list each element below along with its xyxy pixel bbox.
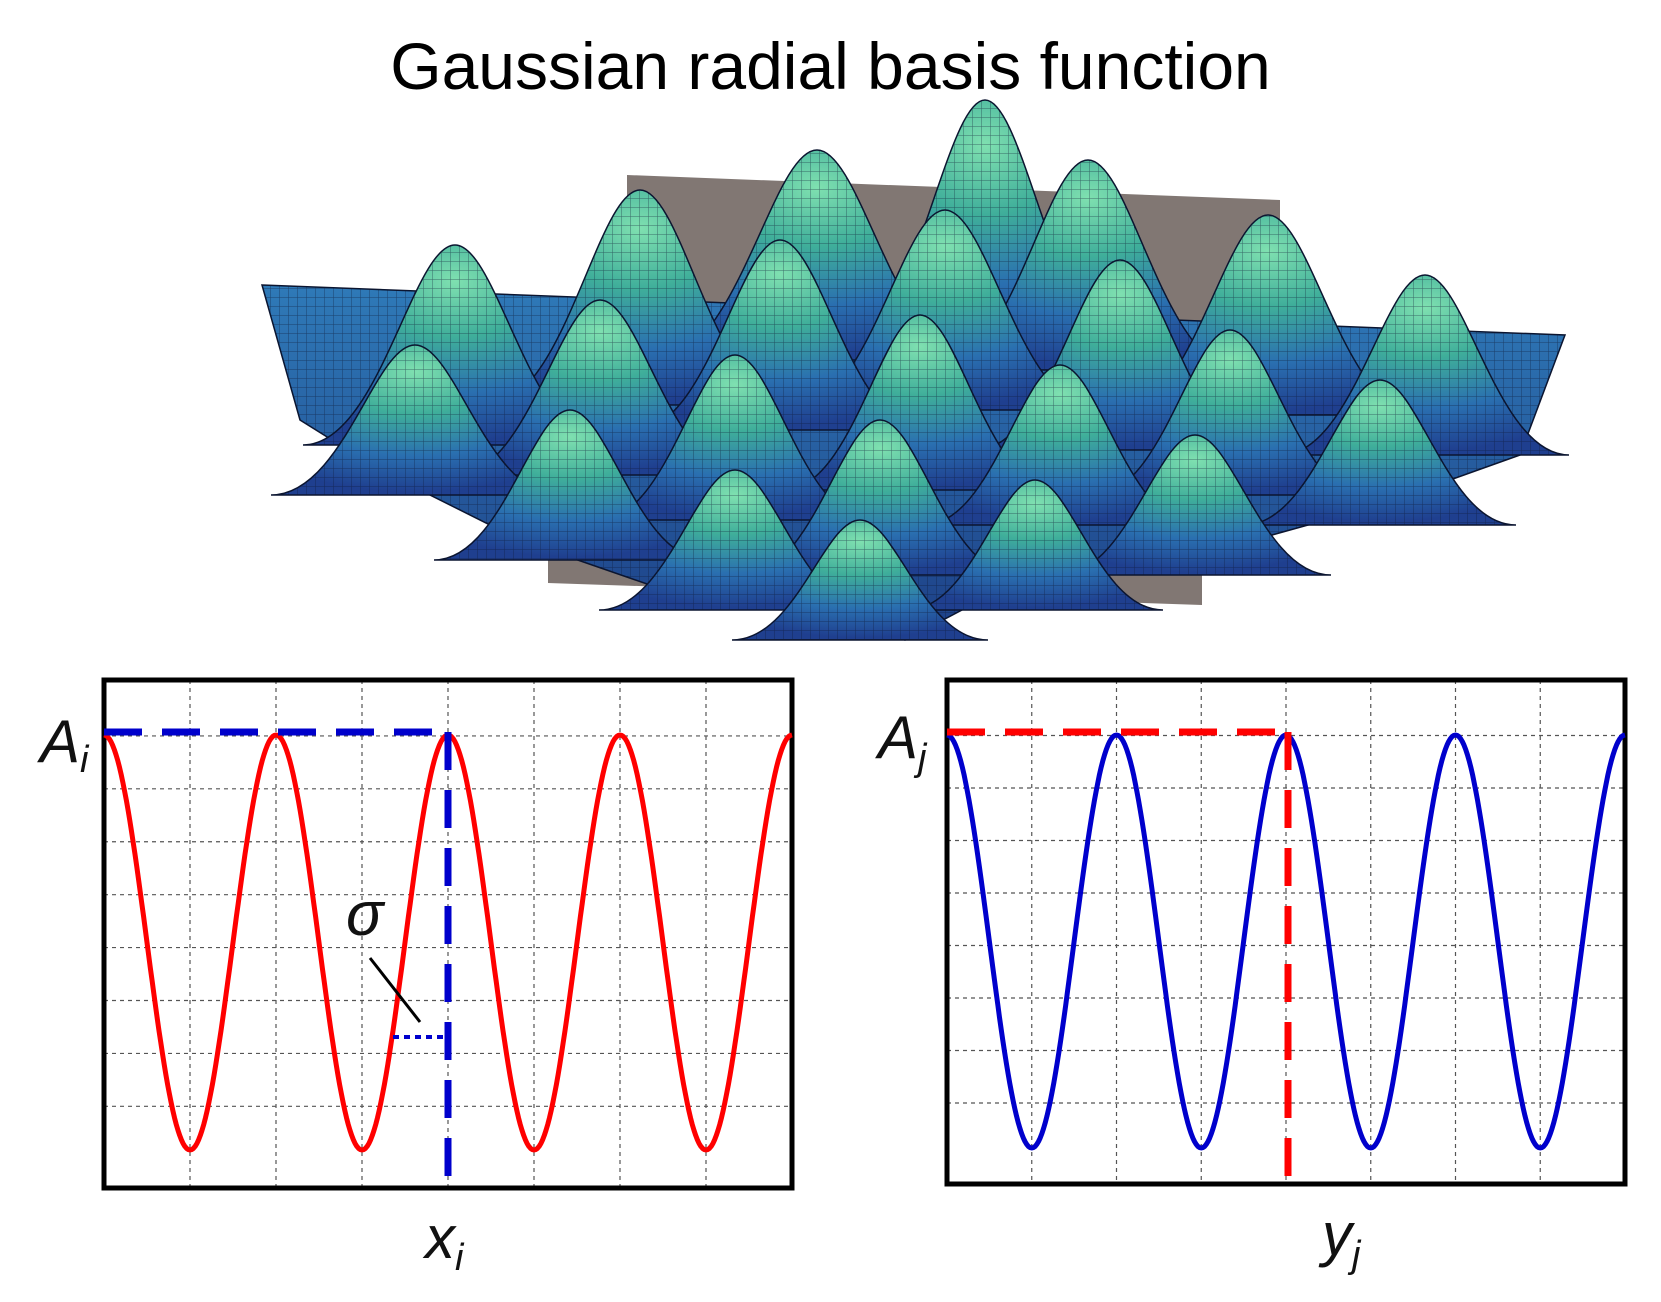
surface-peak-mesh bbox=[793, 210, 1097, 410]
surface-peak-mesh bbox=[434, 410, 706, 560]
left-axis-label: xi bbox=[422, 1204, 465, 1279]
surface-peak-mesh bbox=[907, 480, 1163, 610]
surface-peak-mesh bbox=[271, 345, 559, 495]
right-amplitude-label: Aj bbox=[875, 704, 928, 779]
surface-peak-mesh bbox=[456, 300, 744, 475]
sigma-pointer-line bbox=[368, 957, 422, 1023]
surface-peak-mesh bbox=[744, 420, 1016, 575]
figure-title: Gaussian radial basis function bbox=[390, 29, 1271, 103]
right-axis-label: yj bbox=[1318, 1201, 1362, 1276]
surface-peak-mesh bbox=[1244, 380, 1516, 525]
left-plot-frame bbox=[101, 677, 795, 1191]
right-plot: Aj yj bbox=[875, 677, 1628, 1276]
sigma-label: σ bbox=[346, 880, 386, 949]
surface-peak-mesh bbox=[1059, 435, 1331, 575]
surface-peak-mesh bbox=[732, 520, 988, 640]
surface-peak-mesh bbox=[924, 365, 1196, 525]
surface-peak-mesh bbox=[1094, 330, 1366, 495]
right-plot-frame bbox=[944, 677, 1628, 1187]
surface-peak-mesh bbox=[599, 355, 871, 520]
surface-peak-mesh bbox=[599, 470, 871, 610]
surface-peak-mesh bbox=[1116, 215, 1420, 415]
left-amplitude-label: Ai bbox=[37, 708, 90, 781]
gaussian-surface-3d bbox=[260, 99, 1570, 641]
left-plot: Ai σ xi bbox=[37, 677, 795, 1279]
